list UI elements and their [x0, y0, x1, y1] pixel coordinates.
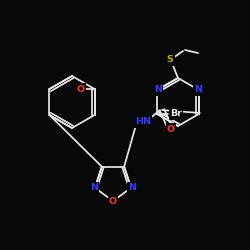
- Text: O: O: [167, 124, 175, 134]
- Text: N: N: [128, 183, 136, 192]
- Text: HN: HN: [135, 118, 151, 126]
- Text: N: N: [90, 183, 98, 192]
- Text: O: O: [109, 196, 117, 205]
- Text: N: N: [194, 86, 202, 94]
- Text: S: S: [166, 56, 173, 64]
- Text: Br: Br: [170, 110, 182, 118]
- Text: N: N: [154, 86, 162, 94]
- Text: O: O: [76, 84, 84, 94]
